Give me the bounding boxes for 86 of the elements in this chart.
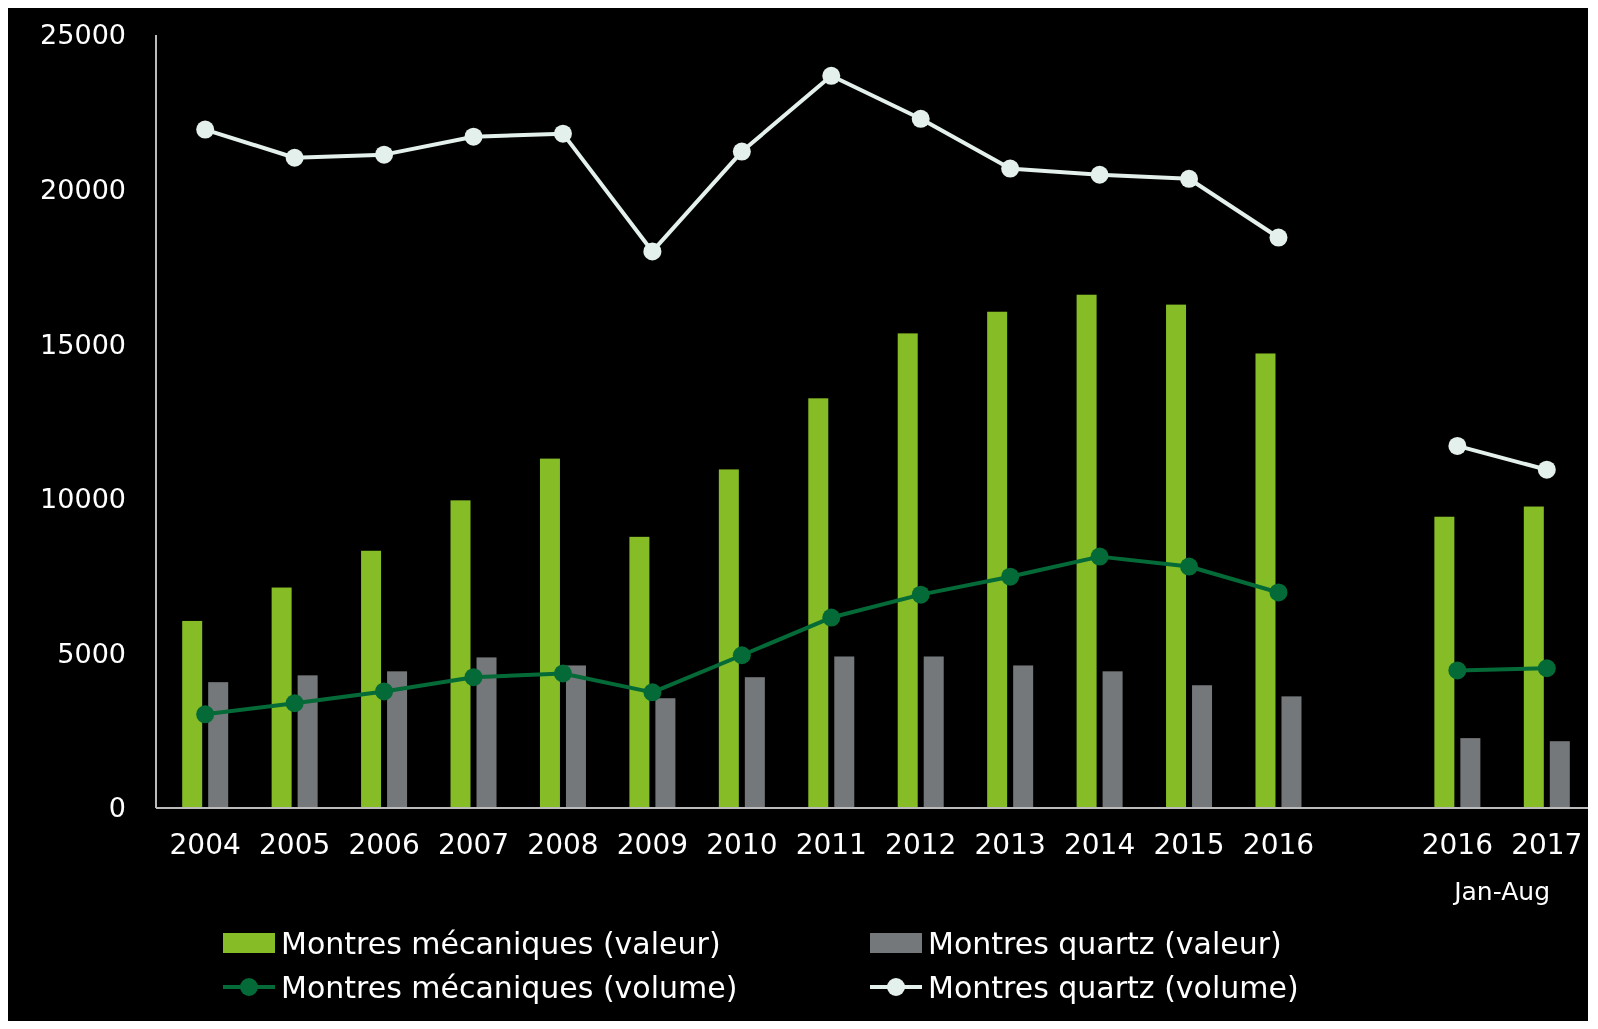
y-tick-label: 25000 bbox=[40, 19, 126, 51]
bar bbox=[565, 665, 586, 808]
point bbox=[375, 145, 394, 164]
bar bbox=[1076, 294, 1097, 808]
point bbox=[285, 694, 304, 713]
bar bbox=[297, 675, 318, 808]
point bbox=[375, 682, 394, 701]
x-tick-label: 2010 bbox=[706, 828, 778, 861]
bar bbox=[897, 333, 918, 808]
point bbox=[553, 664, 572, 683]
point bbox=[911, 109, 930, 128]
legend-label: Montres mécaniques (valeur) bbox=[281, 925, 721, 961]
legend-label: Montres quartz (volume) bbox=[928, 969, 1299, 1005]
x-tick-label: 2006 bbox=[348, 828, 420, 861]
y-tick-label: 10000 bbox=[40, 483, 126, 515]
bar bbox=[655, 698, 676, 808]
x-tick-label: 2016 bbox=[1242, 828, 1315, 861]
bar bbox=[923, 656, 944, 808]
bar bbox=[450, 500, 471, 808]
bar bbox=[1460, 738, 1481, 808]
point bbox=[1090, 547, 1109, 566]
bar bbox=[1281, 696, 1302, 808]
point bbox=[553, 124, 572, 143]
point bbox=[1269, 228, 1288, 247]
point bbox=[643, 242, 662, 261]
point bbox=[1269, 583, 1288, 602]
x-tick-label: 2004 bbox=[169, 828, 241, 861]
point bbox=[1448, 436, 1467, 455]
point bbox=[1001, 159, 1020, 178]
point bbox=[1537, 659, 1556, 678]
bar bbox=[387, 671, 408, 808]
bar bbox=[1102, 671, 1123, 808]
point bbox=[285, 148, 304, 167]
legend-label: Montres mécaniques (volume) bbox=[281, 969, 738, 1005]
bar bbox=[182, 620, 203, 808]
bar bbox=[987, 311, 1008, 808]
bar bbox=[476, 657, 497, 808]
x-tick-label: 2008 bbox=[527, 828, 599, 861]
x-tick-label: 2016 bbox=[1421, 828, 1493, 861]
point bbox=[732, 646, 751, 665]
bar bbox=[539, 458, 560, 808]
point bbox=[1001, 567, 1020, 586]
x-tick-label: 2005 bbox=[259, 828, 331, 861]
bar bbox=[361, 550, 382, 808]
point bbox=[911, 585, 930, 604]
bar bbox=[271, 587, 292, 808]
bar bbox=[718, 469, 739, 808]
bar bbox=[808, 398, 829, 808]
point bbox=[1090, 165, 1109, 184]
bar bbox=[629, 536, 650, 808]
x-tick-label: 2011 bbox=[795, 828, 867, 861]
point bbox=[822, 66, 841, 85]
x-tick-label: 2017 bbox=[1511, 828, 1583, 861]
x-tick-label: 2013 bbox=[974, 828, 1046, 861]
x-tick-label: 2014 bbox=[1063, 828, 1136, 861]
bar bbox=[208, 682, 229, 808]
point bbox=[464, 127, 483, 146]
y-tick-label: 15000 bbox=[40, 328, 126, 360]
point bbox=[643, 683, 662, 702]
bar bbox=[1549, 741, 1570, 808]
point bbox=[1448, 661, 1467, 680]
point bbox=[1180, 169, 1199, 188]
bar bbox=[1013, 665, 1034, 808]
point bbox=[1537, 460, 1556, 479]
legend-label: Montres quartz (valeur) bbox=[928, 925, 1282, 961]
x-tick-label: 2009 bbox=[616, 828, 689, 861]
bar bbox=[1166, 304, 1187, 808]
x-tick-label: 2012 bbox=[885, 828, 957, 861]
bar bbox=[1255, 353, 1276, 808]
point bbox=[464, 668, 483, 687]
bar bbox=[744, 677, 765, 808]
bar bbox=[1434, 516, 1455, 808]
bar bbox=[1523, 506, 1544, 808]
y-tick-label: 5000 bbox=[57, 637, 126, 669]
point bbox=[196, 705, 215, 724]
y-tick-label: 0 bbox=[108, 792, 126, 824]
bar bbox=[834, 656, 855, 808]
point bbox=[1180, 557, 1199, 576]
bar bbox=[1192, 685, 1213, 808]
text: Jan-Aug bbox=[1452, 877, 1550, 906]
point bbox=[732, 142, 751, 161]
x-tick-label: 2007 bbox=[437, 828, 510, 861]
y-tick-label: 20000 bbox=[40, 174, 126, 206]
point bbox=[196, 120, 215, 139]
point bbox=[822, 608, 841, 627]
x-tick-label: 2015 bbox=[1153, 828, 1225, 861]
